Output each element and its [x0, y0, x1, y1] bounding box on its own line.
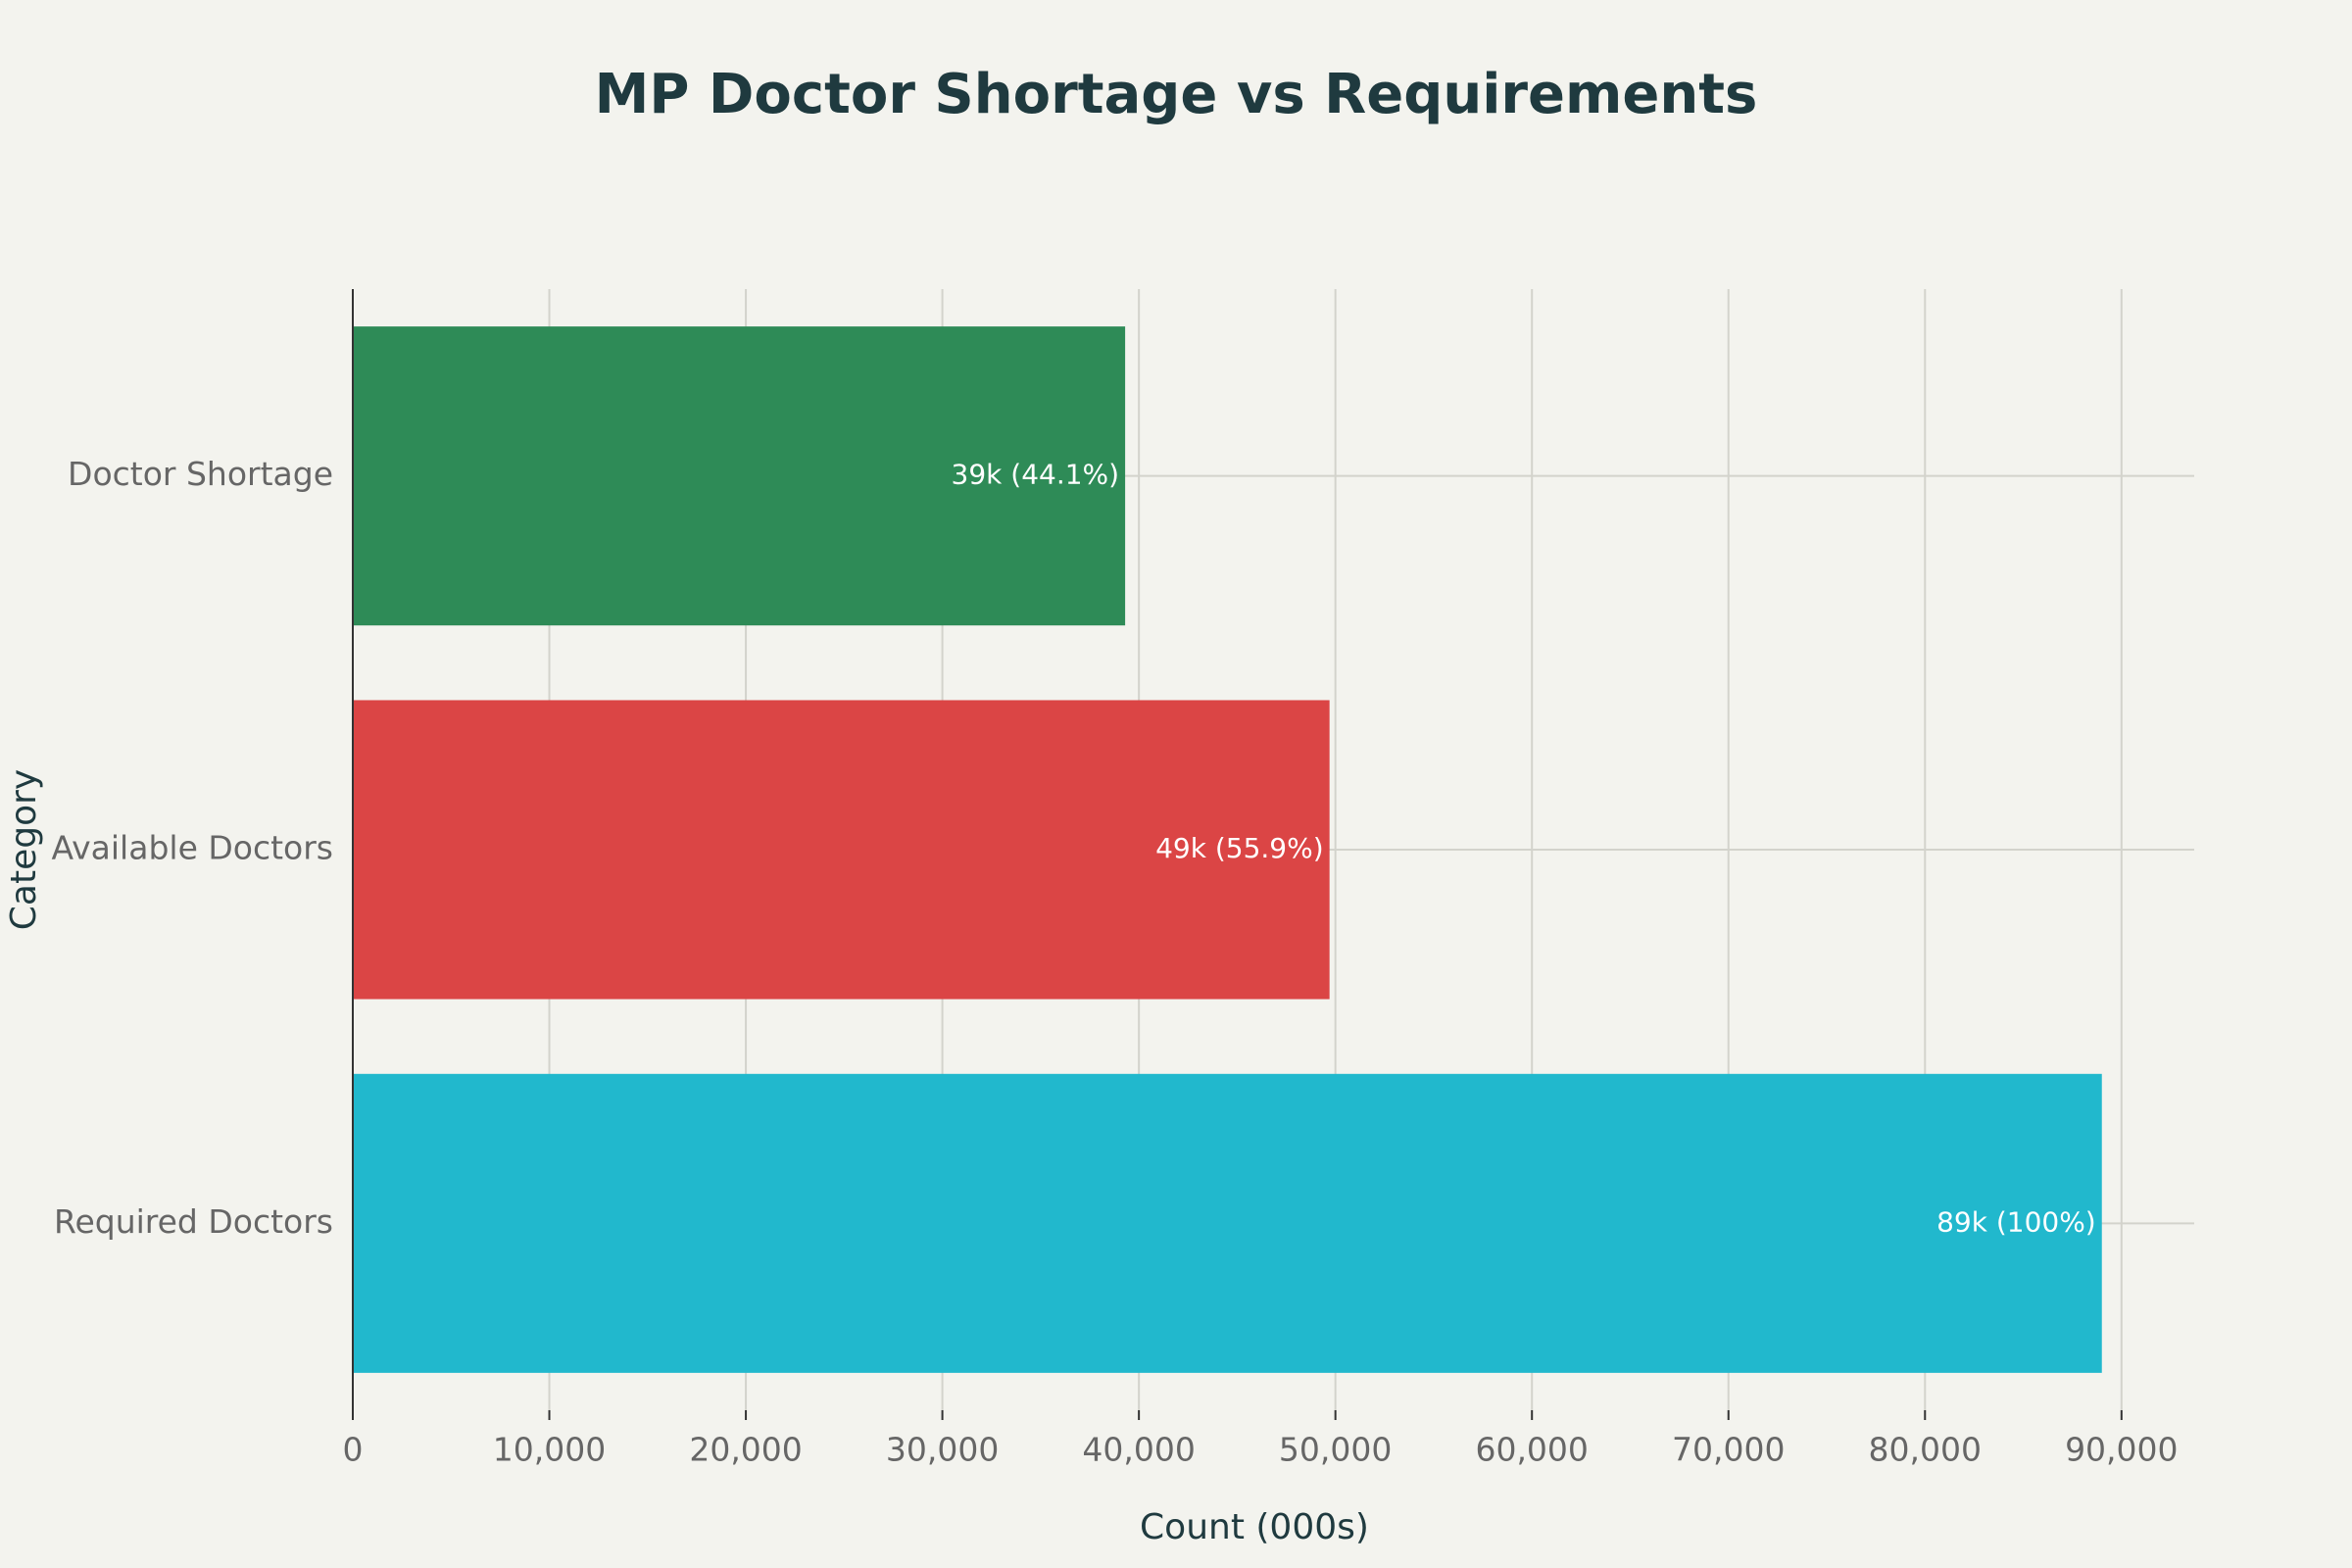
x-tick-label: 40,000	[1082, 1431, 1195, 1469]
x-tick-label: 0	[343, 1431, 364, 1469]
y-tick-label: Available Doctors	[52, 829, 334, 867]
x-tick-label: 30,000	[886, 1431, 999, 1469]
y-tick-label: Required Doctors	[54, 1202, 333, 1241]
bar	[353, 1073, 2102, 1373]
x-tick-label: 80,000	[1869, 1431, 1982, 1469]
x-tick-label: 90,000	[2065, 1431, 2178, 1469]
data-label: 49k (55.9%)	[1155, 832, 1324, 864]
data-label: 39k (44.1%)	[952, 459, 1120, 491]
chart-title: MP Doctor Shortage vs Requirements	[595, 63, 1758, 126]
bar	[353, 326, 1126, 626]
x-axis-title: Count (000s)	[1140, 1507, 1369, 1547]
y-axis-title: Category	[4, 769, 44, 930]
x-tick-label: 60,000	[1475, 1431, 1588, 1469]
x-tick-label: 10,000	[493, 1431, 606, 1469]
data-label: 89k (100%)	[1936, 1205, 2096, 1238]
bar	[353, 700, 1330, 1000]
x-tick-label: 20,000	[689, 1431, 802, 1469]
y-tick-label: Doctor Shortage	[68, 455, 333, 493]
x-tick-label: 50,000	[1279, 1431, 1392, 1469]
x-tick-label: 70,000	[1672, 1431, 1785, 1469]
